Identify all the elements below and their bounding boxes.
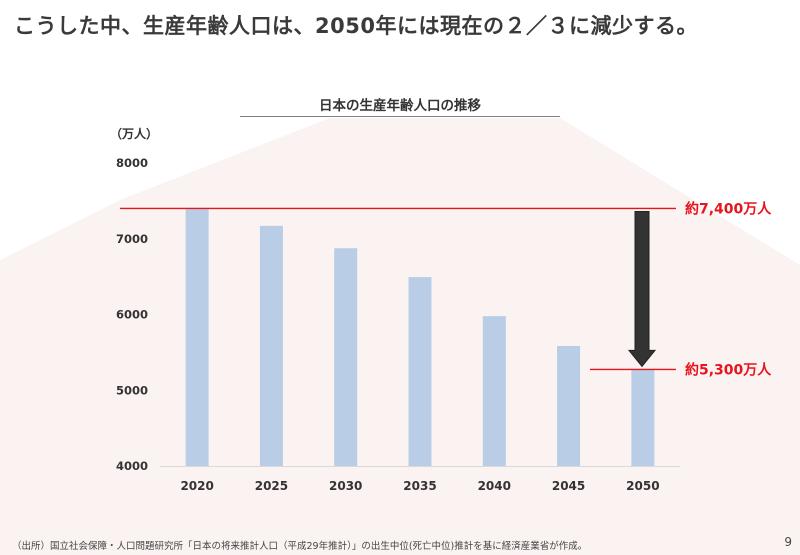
source-note: （出所）国立社会保障・人口問題研究所「日本の将来推計人口（平成29年推計）」の出… <box>12 541 588 552</box>
bar-2050 <box>631 369 655 466</box>
decline-arrow-icon <box>627 210 657 368</box>
x-tick-label: 2050 <box>626 479 659 493</box>
chart-title-underline <box>240 116 560 117</box>
y-tick-label: 6000 <box>116 308 148 322</box>
x-tick-label: 2035 <box>403 479 436 493</box>
chart-title: 日本の生産年齢人口の推移 <box>319 98 481 114</box>
bar-2045 <box>557 346 581 466</box>
bar-chart: （万人） 4000 5000 6000 7000 8000 2020 2025 2030 2035… <box>110 126 772 493</box>
x-tick-label: 2025 <box>255 479 288 493</box>
callout-label-2050: 約5,300万人 <box>685 361 772 378</box>
y-tick-label: 5000 <box>116 383 148 397</box>
bar-2025 <box>259 225 283 466</box>
x-tick-label: 2045 <box>552 479 585 493</box>
bar-2040 <box>482 316 506 466</box>
y-axis-unit-label: （万人） <box>110 126 158 141</box>
bar-2035 <box>408 277 432 466</box>
page-number: 9 <box>784 535 792 549</box>
x-tick-label: 2040 <box>478 479 511 493</box>
y-tick-label: 7000 <box>116 232 148 246</box>
bar-2020 <box>185 207 209 467</box>
x-tick-label: 2020 <box>180 479 213 493</box>
page-headline: こうした中、生産年齢人口は、2050年には現在の２／３に減少する。 <box>14 14 698 38</box>
callout-label-current: 約7,400万人 <box>685 200 772 217</box>
y-tick-label: 4000 <box>116 459 148 473</box>
x-tick-label: 2030 <box>329 479 362 493</box>
y-tick-label: 8000 <box>116 156 148 170</box>
bar-2030 <box>334 248 358 466</box>
